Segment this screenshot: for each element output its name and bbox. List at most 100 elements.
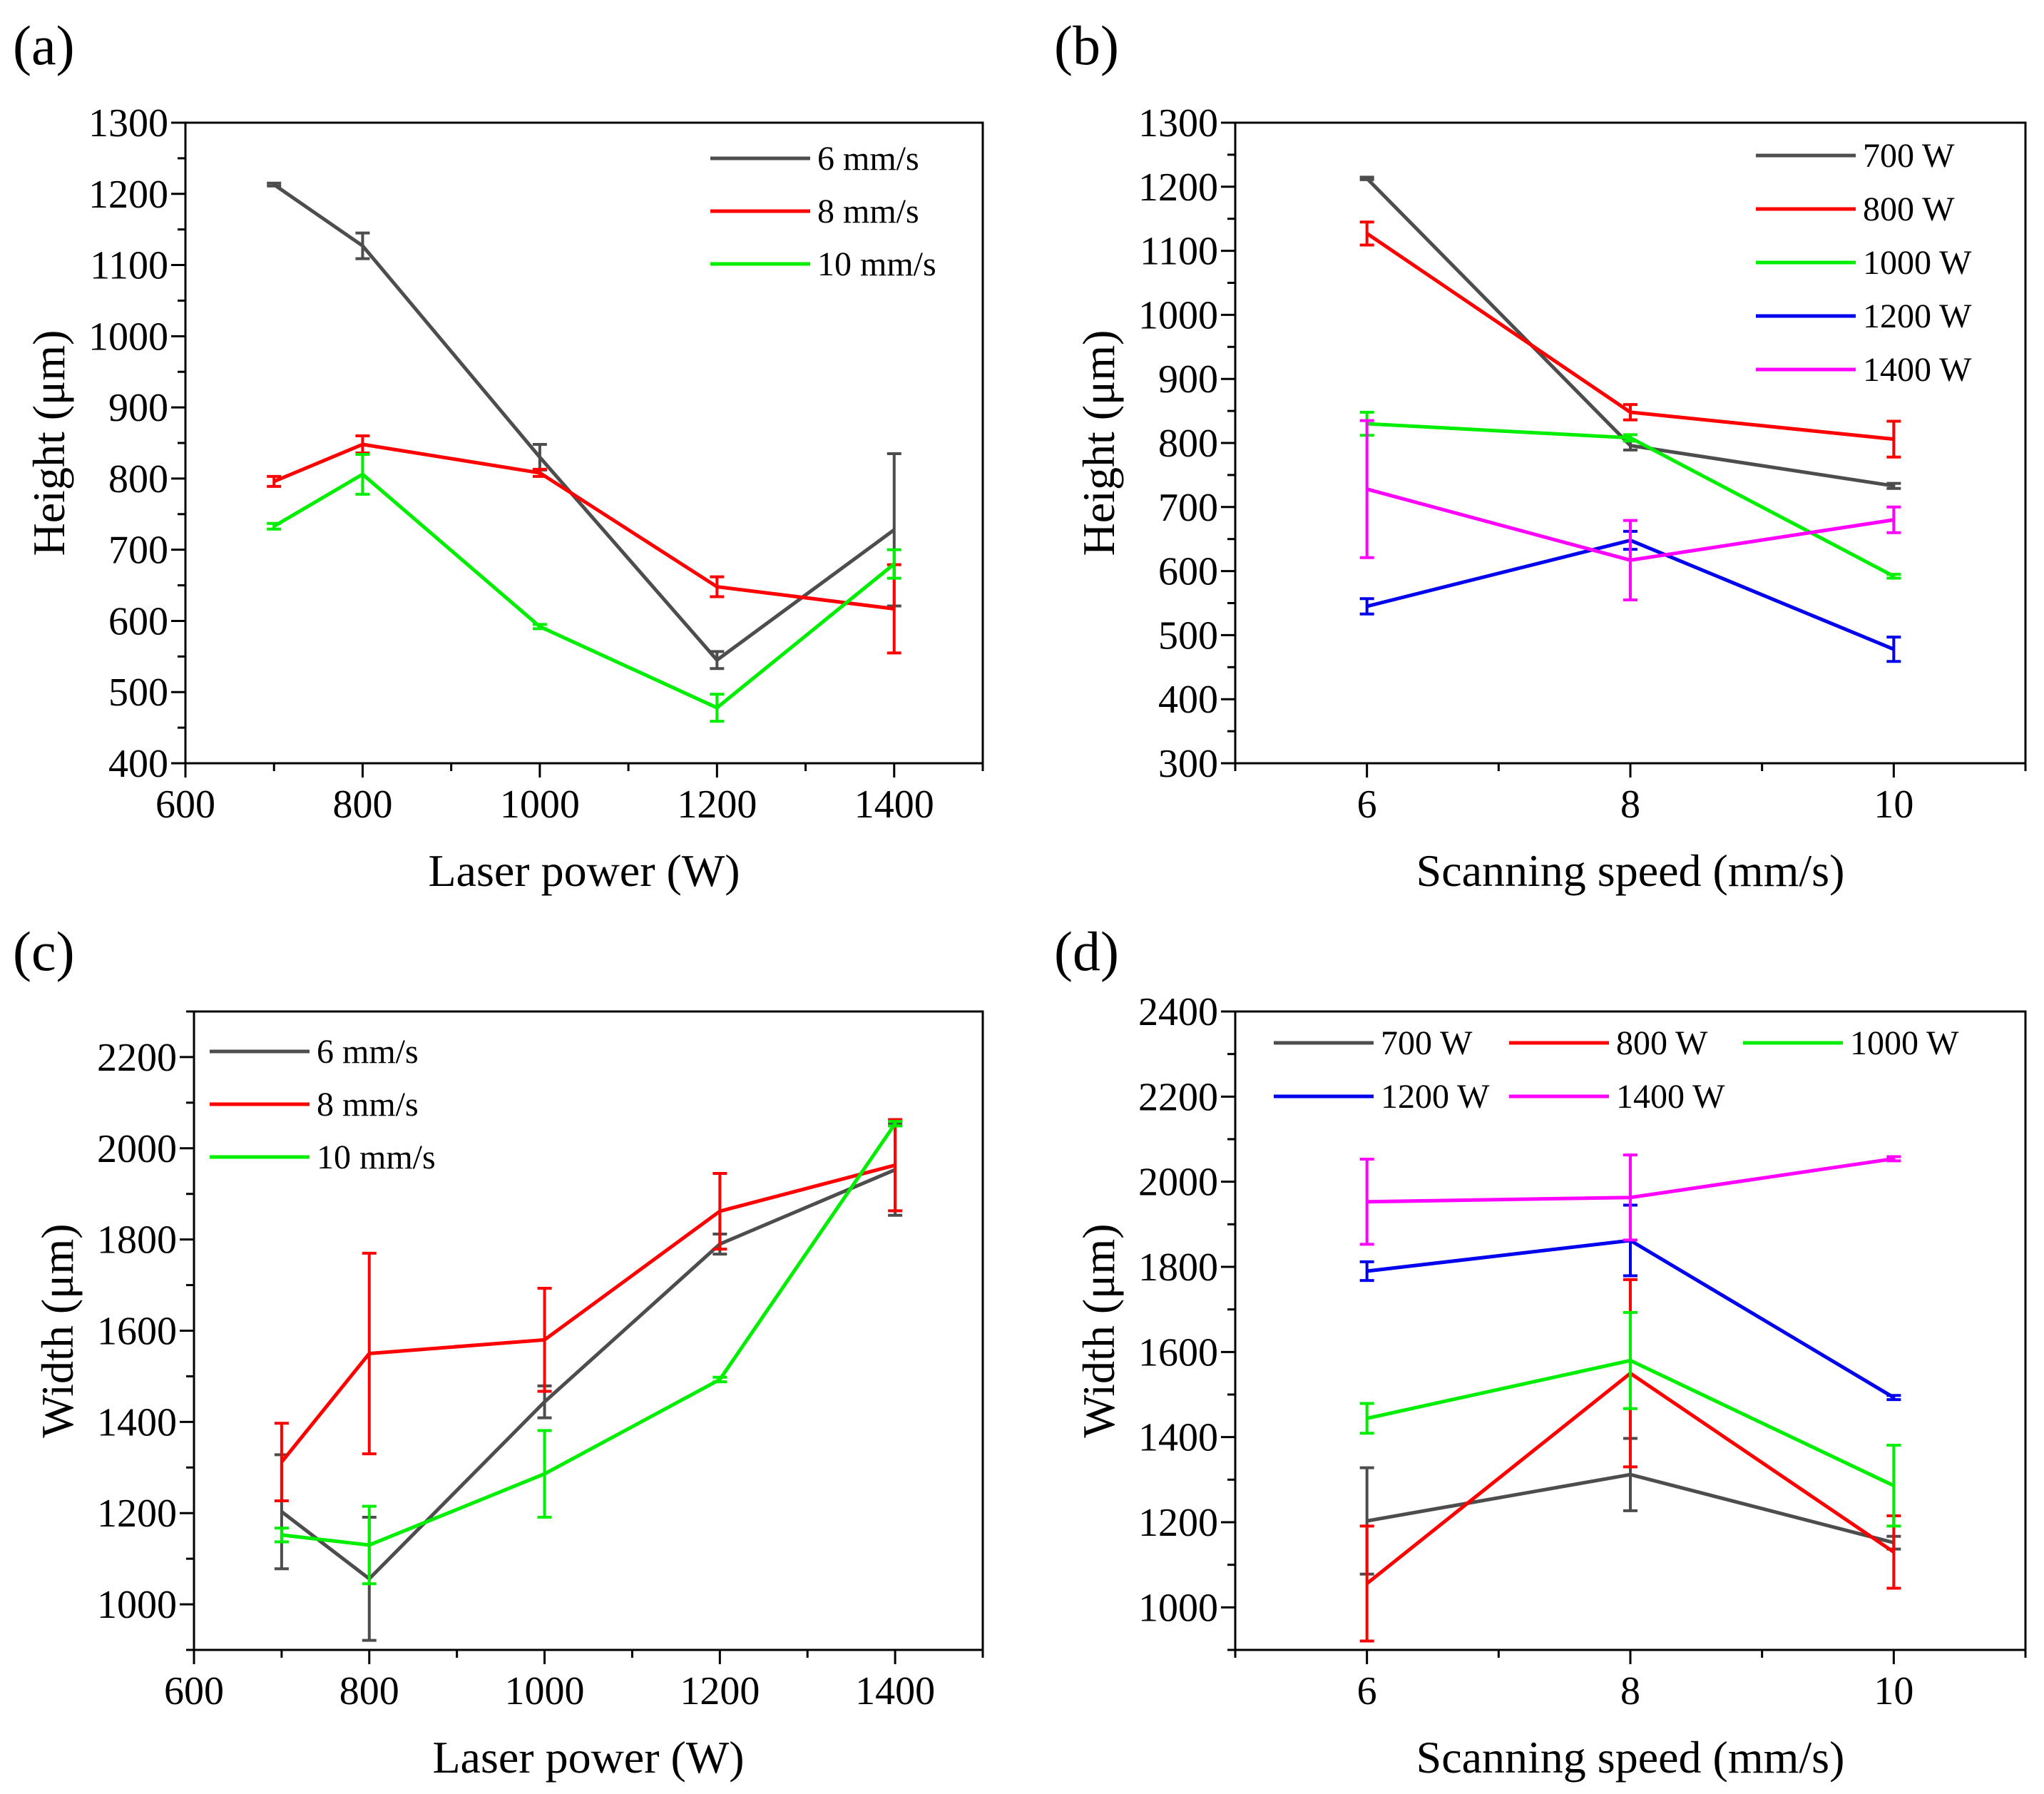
- data-point: [1366, 1201, 1369, 1203]
- data-point: [718, 1378, 721, 1381]
- data-point: [1366, 605, 1369, 608]
- y-tick-label: 1800: [97, 1218, 177, 1263]
- data-point: [894, 1163, 896, 1166]
- data-point: [272, 480, 275, 483]
- legend-label: 8 mm/s: [817, 193, 919, 230]
- x-tick-label: 800: [339, 1669, 399, 1713]
- data-point: [1629, 559, 1632, 561]
- x-tick-label: 10: [1874, 783, 1913, 827]
- x-tick-label: 1400: [855, 1669, 935, 1713]
- y-tick-label: 700: [108, 529, 168, 573]
- series-line-10-mm-s: [281, 1122, 897, 1547]
- x-axis-label: Laser power (W): [432, 1732, 744, 1783]
- y-tick-label: 400: [1158, 678, 1218, 722]
- data-point: [280, 1510, 283, 1513]
- y-tick-label: 2200: [97, 1036, 177, 1080]
- y-tick-label: 500: [108, 671, 168, 715]
- data-point: [280, 1461, 283, 1464]
- data-point: [1629, 437, 1632, 439]
- data-point: [1366, 177, 1369, 180]
- data-point: [893, 529, 896, 531]
- y-tick-label: 300: [1158, 742, 1218, 786]
- data-point: [1629, 1359, 1632, 1362]
- y-tick-label: 900: [108, 386, 168, 430]
- data-point: [1629, 444, 1632, 447]
- plot-frame: [193, 1010, 984, 1651]
- data-point: [718, 1210, 721, 1213]
- data-point: [1366, 1270, 1369, 1273]
- y-tick-label: 1000: [1138, 1586, 1218, 1630]
- y-tick-label: 1000: [88, 315, 168, 359]
- data-point: [1366, 1582, 1369, 1585]
- panel-label: (a): [13, 14, 75, 76]
- legend-label: 1400 W: [1616, 1078, 1725, 1116]
- y-axis-label: Width (μm): [1073, 1223, 1124, 1437]
- x-tick-label: 8: [1620, 1669, 1640, 1713]
- panel-c: (c) 600 800 1000 1200 1400 1000 1200 1400 1600 180…: [13, 920, 984, 1783]
- y-tick-label: 700: [1158, 486, 1218, 530]
- x-tick-label: 600: [155, 783, 215, 827]
- y-tick-label: 1300: [88, 101, 168, 146]
- data-point: [538, 472, 541, 474]
- data-point: [543, 1400, 546, 1403]
- data-point: [368, 1544, 371, 1546]
- data-point: [1366, 232, 1369, 235]
- y-tick-label: 1100: [90, 244, 168, 288]
- data-point: [1892, 1396, 1895, 1399]
- y-tick-label: 1600: [97, 1310, 177, 1354]
- data-point: [1892, 1157, 1895, 1160]
- data-point: [1629, 1473, 1632, 1476]
- legend-label: 10 mm/s: [317, 1138, 436, 1176]
- legend-label: 1200 W: [1863, 297, 1972, 335]
- data-point: [715, 586, 718, 588]
- data-point: [1892, 484, 1895, 487]
- data-point: [361, 245, 364, 248]
- data-point: [1892, 648, 1895, 651]
- data-point: [361, 473, 364, 476]
- legend-label: 1200 W: [1381, 1078, 1490, 1116]
- x-tick-label: 1200: [677, 783, 757, 827]
- legend-label: 10 mm/s: [817, 245, 936, 283]
- y-tick-label: 900: [1158, 357, 1218, 402]
- y-tick-label: 1200: [1138, 1501, 1218, 1545]
- legend-label: 800 W: [1616, 1024, 1708, 1062]
- data-point: [280, 1534, 283, 1536]
- data-point: [715, 658, 718, 661]
- y-tick-label: 1200: [88, 173, 168, 217]
- data-point: [894, 1122, 896, 1125]
- data-point: [1892, 438, 1895, 441]
- legend-label: 8 mm/s: [317, 1086, 419, 1123]
- x-tick-label: 1200: [680, 1669, 760, 1713]
- data-point: [1629, 411, 1632, 414]
- y-tick-label: 2400: [1138, 990, 1218, 1034]
- data-point: [1366, 1417, 1369, 1420]
- data-point: [1629, 1196, 1632, 1199]
- y-axis-label: Height (μm): [24, 330, 74, 556]
- y-tick-label: 600: [1158, 550, 1218, 594]
- x-tick-label: 10: [1874, 1669, 1913, 1713]
- y-tick-label: 1600: [1138, 1330, 1218, 1375]
- series-line-8-mm-s: [273, 442, 895, 611]
- panel-b: (b) 6 8 10 300 400 500 600 700 800 900 1000 1100 1200…: [1054, 14, 2027, 896]
- data-point: [1892, 1484, 1895, 1487]
- y-tick-label: 1300: [1138, 101, 1218, 146]
- legend-label: 700 W: [1381, 1024, 1473, 1062]
- data-point: [1892, 575, 1895, 578]
- data-point: [361, 443, 364, 446]
- panel-a: (a) 600 800 1000 1200 1400 400 500 600 700 800 900 1…: [13, 14, 984, 896]
- legend-label: 700 W: [1863, 137, 1955, 175]
- data-point: [543, 1472, 546, 1475]
- panel-d: (d) 6 8 10 1000 1200 1400 1600 1800 2000 2200 2400 S…: [1054, 920, 2027, 1783]
- y-tick-label: 1400: [1138, 1416, 1218, 1460]
- data-point: [893, 607, 896, 610]
- data-point: [272, 525, 275, 528]
- y-tick-label: 600: [108, 599, 168, 643]
- y-tick-label: 500: [1158, 613, 1218, 658]
- y-tick-label: 400: [108, 742, 168, 786]
- panel-label: (c): [13, 920, 75, 982]
- y-tick-label: 800: [108, 457, 168, 501]
- x-tick-label: 1000: [505, 1669, 585, 1713]
- data-point: [1892, 1551, 1895, 1554]
- x-tick-label: 800: [332, 783, 392, 827]
